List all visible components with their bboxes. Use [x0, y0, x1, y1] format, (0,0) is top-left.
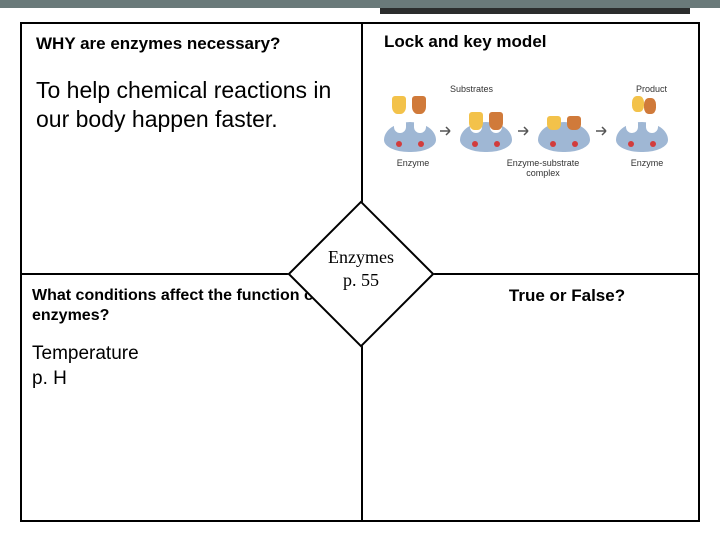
- arrow-icon: [440, 126, 454, 136]
- label-enzyme-1: Enzyme: [388, 158, 438, 168]
- label-enzyme-2: Enzyme: [622, 158, 672, 168]
- q4-heading: True or False?: [442, 286, 692, 306]
- q1-heading: WHY are enzymes necessary?: [36, 34, 346, 54]
- slide-top-border: [0, 0, 720, 8]
- enzyme-icon: [616, 122, 668, 152]
- arrow-icon: [518, 126, 532, 136]
- quadrant-bottom-left: What conditions affect the function of e…: [32, 286, 342, 391]
- q2-heading: Lock and key model: [384, 32, 694, 52]
- center-line2: p. 55: [302, 269, 420, 292]
- slide-top-border-accent: [380, 8, 690, 14]
- q1-body: To help chemical reactions in our body h…: [36, 76, 346, 134]
- product-1-icon: [632, 96, 644, 112]
- center-label: Enzymes p. 55: [302, 246, 420, 291]
- center-line1: Enzymes: [302, 246, 420, 269]
- substrate-2-icon: [489, 112, 503, 130]
- product-2-icon: [644, 98, 656, 114]
- frayer-frame: WHY are enzymes necessary? To help chemi…: [20, 22, 700, 522]
- enzyme-icon: [384, 122, 436, 152]
- lock-and-key-diagram: Substrates Product: [378, 84, 694, 194]
- quadrant-top-left: WHY are enzymes necessary? To help chemi…: [36, 34, 346, 134]
- q3-body: Temperature p. H: [32, 342, 342, 391]
- divider-horizontal-right: [411, 273, 700, 275]
- label-substrates: Substrates: [450, 84, 493, 94]
- substrate-1-icon: [469, 112, 483, 130]
- q3-body-line2: p. H: [32, 367, 342, 392]
- q3-heading: What conditions affect the function of e…: [32, 286, 342, 326]
- divider-vertical-bottom: [361, 326, 363, 522]
- divider-horizontal-left: [22, 273, 311, 275]
- substrate-1-icon: [547, 116, 561, 130]
- substrate-2-icon: [567, 116, 581, 130]
- quadrant-bottom-right: True or False?: [442, 286, 692, 306]
- label-complex: Enzyme-substrate complex: [498, 158, 588, 178]
- enzyme-icon: [460, 122, 512, 152]
- arrow-icon: [596, 126, 610, 136]
- q3-body-line1: Temperature: [32, 342, 342, 367]
- substrate-2-icon: [412, 96, 426, 114]
- substrate-1-icon: [392, 96, 406, 114]
- label-product: Product: [636, 84, 667, 94]
- enzyme-icon: [538, 122, 590, 152]
- quadrant-top-right: Lock and key model: [384, 32, 694, 52]
